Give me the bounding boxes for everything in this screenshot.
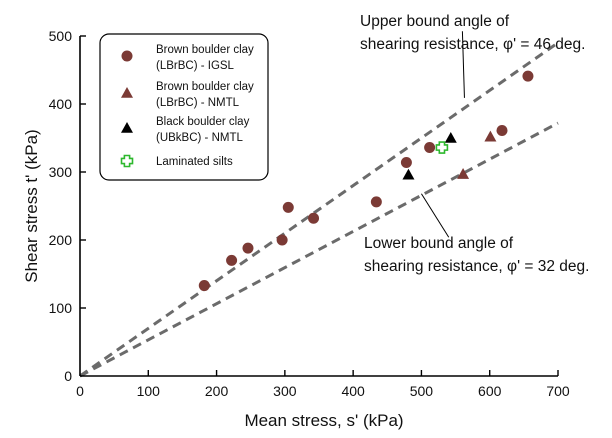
data-point-series-1 bbox=[484, 130, 497, 142]
axes bbox=[79, 36, 558, 377]
legend-label: Brown boulder clay bbox=[156, 81, 254, 93]
y-tick-label: 400 bbox=[49, 96, 73, 112]
y-tick-label: 100 bbox=[49, 300, 73, 316]
x-axis-title: Mean stress, s' (kPa) bbox=[244, 411, 403, 430]
lower-annotation-text: Lower bound angle of bbox=[364, 235, 514, 252]
upper-annotation-text: Upper bound angle of bbox=[360, 13, 510, 30]
legend-label: Brown boulder clay bbox=[156, 44, 254, 56]
lower-annotation-text: shearing resistance, φ' = 32 deg. bbox=[364, 258, 589, 275]
legend-label: (LBrBC) - NMTL bbox=[156, 97, 240, 109]
data-point-series-2 bbox=[444, 132, 457, 143]
legend-label: Black boulder clay bbox=[156, 116, 250, 128]
data-point-series-0 bbox=[424, 142, 436, 154]
data-point-series-3 bbox=[435, 141, 449, 154]
lower-bound-line bbox=[79, 121, 559, 378]
y-tick-label: 200 bbox=[49, 232, 73, 248]
data-point-series-0 bbox=[226, 254, 238, 266]
data-point-series-0 bbox=[282, 201, 294, 213]
y-tick-label: 300 bbox=[49, 164, 73, 180]
x-tick-label: 400 bbox=[341, 383, 365, 399]
legend-marker-series-1 bbox=[121, 87, 133, 98]
upper-bound-line bbox=[79, 41, 559, 378]
data-points bbox=[198, 70, 534, 292]
data-point-series-0 bbox=[242, 242, 254, 254]
x-tick-label: 500 bbox=[410, 383, 434, 399]
legend-marker-series-2 bbox=[121, 122, 133, 133]
data-point-series-0 bbox=[276, 234, 288, 246]
legend-label: (UBkBC) - NMTL bbox=[156, 132, 243, 144]
data-point-series-0 bbox=[370, 196, 382, 208]
x-tick-label: 200 bbox=[205, 383, 229, 399]
legend-box bbox=[99, 33, 269, 181]
upper-annotation-text: shearing resistance, φ' = 46 deg. bbox=[360, 36, 585, 53]
x-tick-label: 0 bbox=[76, 383, 84, 399]
x-tick-label: 300 bbox=[273, 383, 297, 399]
annotations: Upper bound angle of shearing resistance,… bbox=[360, 13, 589, 275]
x-tick-label: 700 bbox=[546, 383, 570, 399]
y-tick-label: 500 bbox=[49, 28, 73, 44]
data-point-series-0 bbox=[400, 156, 412, 168]
legend: Brown boulder clay (LBrBC) - IGSL Brown bo… bbox=[99, 33, 269, 181]
legend-marker-series-3 bbox=[120, 154, 134, 168]
data-point-series-0 bbox=[522, 70, 534, 82]
legend-marker-series-0 bbox=[121, 50, 133, 62]
lower-annotation-pointer bbox=[421, 193, 450, 238]
data-point-series-1 bbox=[457, 168, 470, 179]
data-point-series-0 bbox=[496, 125, 508, 137]
y-tick-label: 0 bbox=[64, 368, 72, 384]
data-point-series-0 bbox=[308, 212, 320, 224]
legend-label: (LBrBC) - IGSL bbox=[156, 60, 235, 72]
bound-lines bbox=[79, 41, 559, 378]
y-axis-title: Shear stress t' (kPa) bbox=[22, 129, 41, 282]
legend-label: Laminated silts bbox=[156, 156, 233, 168]
ticks: 0 100 200 300 400 500 600 700 0 100 200 300 400 500 bbox=[49, 28, 570, 399]
upper-annotation-pointer bbox=[461, 31, 465, 98]
data-point-series-2 bbox=[402, 168, 415, 180]
data-point-series-0 bbox=[198, 280, 210, 292]
x-tick-label: 100 bbox=[137, 383, 161, 399]
x-tick-label: 600 bbox=[478, 383, 502, 399]
